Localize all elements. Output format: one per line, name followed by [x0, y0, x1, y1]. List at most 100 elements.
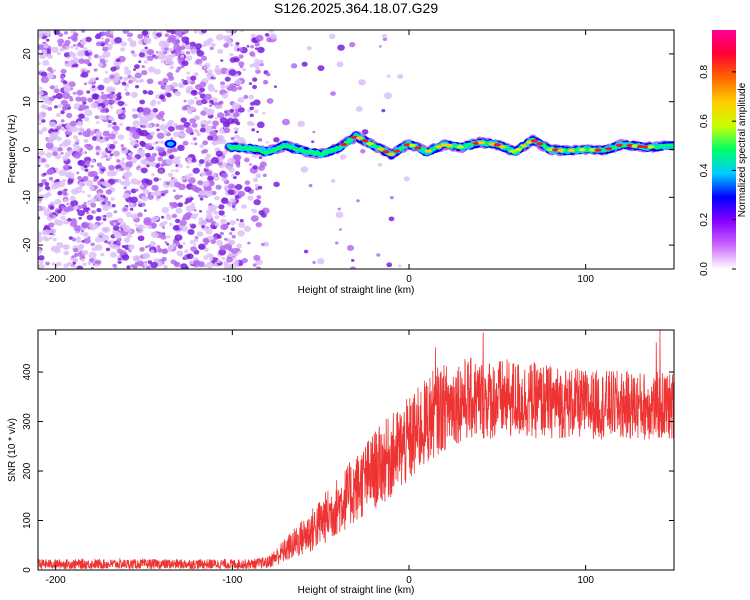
noise-dot [216, 259, 221, 264]
noise-dot [123, 237, 131, 243]
noise-dot [42, 95, 50, 102]
noise-dot [124, 66, 129, 71]
noise-dot [38, 122, 42, 125]
noise-dot [144, 46, 148, 50]
noise-dot [347, 245, 355, 251]
noise-dot [123, 103, 128, 107]
noise-dot [46, 72, 55, 80]
noise-dot [121, 81, 127, 86]
noise-dot [63, 31, 69, 35]
noise-dot [174, 30, 183, 36]
noise-dot [168, 154, 175, 160]
noise-dot [124, 88, 128, 92]
noise-dot [182, 140, 189, 146]
noise-dot [193, 30, 199, 34]
noise-dot [67, 261, 73, 267]
noise-dot [48, 121, 57, 128]
noise-dot [108, 133, 116, 140]
noise-dot [90, 102, 98, 109]
noise-dot [317, 65, 325, 72]
noise-dot [136, 106, 144, 113]
noise-dot [61, 106, 68, 111]
noise-dot [202, 180, 211, 187]
noise-dot [269, 33, 277, 40]
signal-peak [594, 148, 602, 152]
noise-dot [66, 112, 73, 119]
noise-dot [177, 252, 183, 257]
noise-dot [116, 159, 121, 163]
noise-dot [136, 179, 142, 184]
noise-dot [161, 233, 165, 237]
noise-dot [100, 168, 105, 172]
noise-dot [149, 241, 156, 247]
noise-dot [99, 139, 104, 144]
noise-dot [101, 238, 106, 243]
noise-dot [70, 188, 79, 195]
noise-dot [254, 58, 259, 62]
noise-dot [316, 258, 325, 265]
signal-peak [499, 145, 507, 149]
noise-dot [138, 52, 145, 58]
noise-dot [43, 30, 52, 37]
signal-peak [589, 148, 597, 152]
noise-dot [166, 148, 173, 154]
noise-dot [197, 261, 205, 268]
noise-dot [183, 99, 187, 103]
noise-dot [215, 33, 224, 41]
noise-dot [214, 67, 222, 74]
noise-dot [181, 50, 185, 54]
noise-dot [120, 47, 126, 52]
noise-dot [58, 169, 67, 177]
noise-dot [38, 33, 44, 38]
noise-dot [223, 237, 228, 241]
noise-dot [233, 154, 242, 161]
noise-dot [67, 178, 74, 184]
noise-dot [222, 214, 226, 218]
noise-dot [175, 125, 181, 130]
noise-dot [117, 134, 125, 140]
noise-dot [123, 186, 127, 190]
spectrogram-x-tick-label: -200 [46, 274, 66, 285]
noise-dot [76, 171, 80, 175]
noise-dot [163, 51, 168, 55]
noise-dot [95, 145, 101, 150]
noise-dot [230, 227, 235, 232]
noise-dot [224, 76, 231, 82]
noise-dot [197, 91, 203, 96]
noise-dot [243, 225, 252, 232]
noise-dot [108, 164, 115, 171]
noise-dot [46, 169, 54, 176]
noise-dot [121, 107, 126, 111]
noise-dot [91, 197, 98, 203]
noise-dot [54, 198, 62, 205]
noise-dot [199, 144, 205, 149]
noise-dot [152, 33, 156, 37]
noise-dot [198, 159, 205, 164]
noise-dot [54, 167, 59, 171]
signal-peak [424, 149, 432, 153]
noise-dot [110, 99, 116, 104]
noise-dot [119, 122, 123, 126]
noise-dot [239, 65, 244, 69]
noise-dot [82, 232, 89, 238]
noise-dot [94, 115, 100, 120]
noise-dot [102, 217, 107, 222]
noise-dot [234, 79, 242, 86]
noise-dot [89, 185, 95, 191]
noise-dot [123, 76, 129, 81]
noise-dot [229, 57, 237, 63]
noise-dot [63, 192, 68, 196]
noise-dot [99, 221, 104, 225]
signal-peak [557, 148, 565, 152]
noise-dot [71, 126, 79, 133]
noise-dot [58, 43, 63, 47]
noise-dot [252, 84, 258, 90]
noise-dot [389, 196, 394, 200]
noise-dot [73, 57, 79, 62]
noise-dot [190, 106, 196, 111]
noise-dot [113, 125, 120, 132]
noise-dot [87, 194, 92, 198]
noise-dot [220, 81, 226, 86]
noise-dot [44, 185, 51, 191]
noise-dot [167, 119, 174, 125]
